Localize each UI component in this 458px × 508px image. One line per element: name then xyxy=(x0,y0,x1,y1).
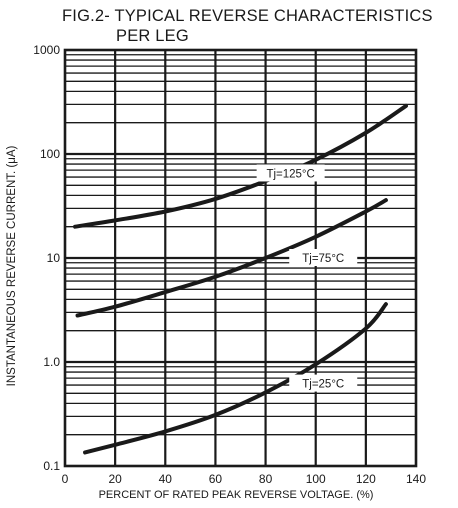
chart-title: FIG.2- TYPICAL REVERSE CHARACTERISTICS P… xyxy=(62,6,452,46)
series-label-bg-2 xyxy=(289,374,358,392)
series-line-2 xyxy=(83,302,388,455)
x-tick-label: 80 xyxy=(259,472,273,486)
series-line-1 xyxy=(75,198,388,318)
x-tick-label: 20 xyxy=(108,472,122,486)
x-tick-label: 40 xyxy=(159,472,173,486)
x-tick-label: 60 xyxy=(209,472,223,486)
y-tick-label: 100 xyxy=(40,147,60,161)
y-axis-title: INSTANTANEOUS REVERSE CURRENT. (μA) xyxy=(6,145,18,387)
x-axis-title: PERCENT OF RATED PEAK REVERSE VOLTAGE. (… xyxy=(98,489,374,501)
x-tick-label: 120 xyxy=(356,472,376,486)
tick-labels: 0 20 40 60 80 100 120 140 0.1 1.0 10 100 1000 xyxy=(33,43,426,486)
series-label-0: Tj=125°C xyxy=(266,168,314,180)
y-tick-label: 0.1 xyxy=(43,459,60,473)
y-tick-label: 1000 xyxy=(33,43,60,57)
curve-labels: Tj=125°C Tj=75°C Tj=25°C xyxy=(256,164,358,392)
x-tick-label: 100 xyxy=(306,472,326,486)
series-line-0 xyxy=(73,103,408,229)
series-label-bg-0 xyxy=(256,164,325,182)
grid xyxy=(63,48,418,468)
y-tick-label: 1.0 xyxy=(43,355,60,369)
series-label-1: Tj=75°C xyxy=(302,253,344,265)
chart-title-line-2: PER LEG xyxy=(116,27,189,45)
x-tick-label: 140 xyxy=(406,472,426,486)
series-label-2: Tj=25°C xyxy=(302,379,344,391)
curves xyxy=(73,103,408,455)
y-tick-label: 10 xyxy=(47,251,61,265)
x-tick-label: 0 xyxy=(62,472,69,486)
chart-title-line-1: FIG.2- TYPICAL REVERSE CHARACTERISTICS xyxy=(62,7,433,25)
series-label-bg-1 xyxy=(289,249,358,266)
